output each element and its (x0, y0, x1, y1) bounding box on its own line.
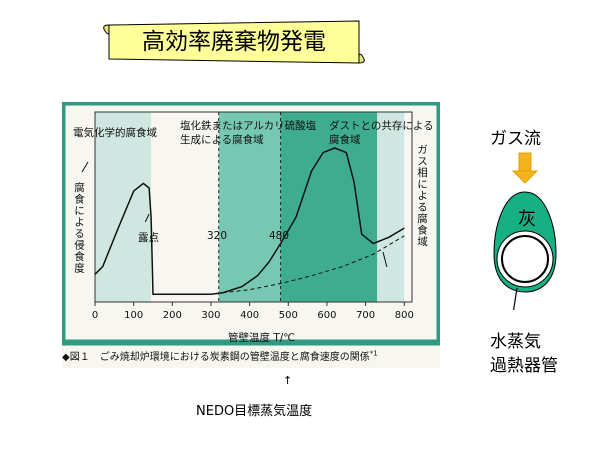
series-line-1 (94, 147, 405, 296)
tube-label-line1: 水蒸気 (490, 332, 541, 352)
region-band-1 (95, 112, 152, 302)
page-title: 高効率廃棄物発電 (142, 29, 326, 55)
plot-frame (94, 111, 413, 303)
dew-point-label: 露点 (138, 232, 159, 244)
x-tick-label-700: 700 (356, 310, 375, 321)
pointer-electrochemical (81, 161, 89, 173)
x-tick-label-100: 100 (124, 310, 143, 321)
x-tick-label-400: 400 (240, 310, 259, 321)
x-tick-label-200: 200 (163, 310, 182, 321)
gas-flow-label: ガス流 (490, 129, 541, 149)
corrosion-chart: 0 100 200 300 400 500 600 700 800 (62, 102, 440, 346)
tube-label-line2: 過熱器管 (490, 356, 558, 376)
region-band-4 (377, 112, 405, 302)
figure-caption-note: *1 (369, 349, 378, 358)
region-label-dust-line2: 腐食域 (329, 134, 361, 146)
scroll-shape (103, 20, 365, 64)
figure-panel: 0 100 200 300 400 500 600 700 800 電気化学的腐食域 塩化鉄また… (62, 102, 440, 368)
ash-label: 灰 (518, 209, 536, 230)
target-arrow-icon: ↑ (283, 374, 293, 387)
region-label-chloride-line1: 塩化鉄またはアルカリ硫酸塩 (180, 120, 317, 132)
region-label-electrochemical: 電気化学的腐食域 (73, 127, 157, 139)
ref-480-label: 480 (269, 230, 290, 242)
x-tick-label-500: 500 (279, 310, 298, 321)
pointer-gas-phase (382, 251, 388, 268)
region-label-gas-phase: ガス相による腐食域 (416, 144, 428, 248)
target-note: NEDO目標蒸気温度 (196, 404, 313, 419)
region-label-chloride-line2: 生成による腐食域 (180, 134, 264, 146)
ref-320-label: 320 (207, 230, 228, 242)
gas-flow-arrow-icon (511, 152, 539, 184)
x-axis-label: 管壁温度 T/℃ (228, 332, 296, 344)
panel-border (62, 102, 440, 346)
figure-caption-text: ◆図１ ごみ焼却炉環境における炭素鋼の管壁温度と腐食速度の関係 (62, 352, 370, 363)
series-line-2 (222, 235, 405, 294)
pointer-dew-point (144, 213, 150, 223)
tube-pointer-line (513, 287, 518, 310)
tube-inner-ring (501, 235, 549, 283)
title-banner: 高効率廃棄物発電 (103, 17, 365, 67)
tube-diagram (493, 152, 557, 310)
x-tick-label-300: 300 (201, 310, 220, 321)
region-band-2 (218, 112, 281, 302)
region-label-dust-line1: ダストとの共存による (329, 120, 434, 132)
x-tick-label-0: 0 (92, 310, 98, 321)
figure-caption: ◆図１ ごみ焼却炉環境における炭素鋼の管壁温度と腐食速度の関係*1 (62, 348, 378, 363)
y-axis-label: 腐食による侵食度 (73, 182, 85, 274)
x-tick-label-800: 800 (395, 310, 414, 321)
x-tick-label-600: 600 (317, 310, 336, 321)
